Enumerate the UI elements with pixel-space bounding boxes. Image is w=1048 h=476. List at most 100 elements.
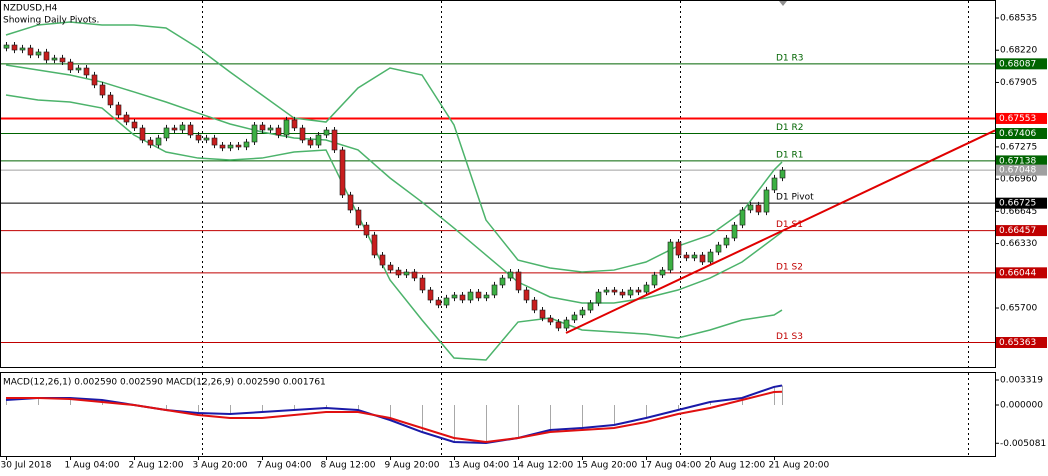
price-label-box (996, 58, 1047, 70)
candle-body (347, 194, 354, 211)
candle-body (187, 124, 194, 136)
candle-body (75, 67, 82, 71)
candle-body (371, 234, 378, 256)
candle-body (211, 137, 218, 146)
candle-body (91, 74, 98, 86)
candle-body (739, 209, 746, 226)
candle-body (531, 299, 538, 311)
candle-body (515, 271, 522, 291)
y-tick-label: 0.66645 (1000, 207, 1037, 217)
price-label: 0.67048 (999, 166, 1036, 176)
bollinger-lower (5, 94, 783, 361)
candle-body (539, 309, 546, 319)
candle-body (27, 47, 34, 56)
candle-body (43, 51, 50, 61)
candle-body (595, 291, 602, 304)
y-tick-label: -0.005081 (1000, 439, 1046, 449)
plot-layer: 0.68535 0.68220 0.67905 0.67275 0.66960 0.666… (1, 14, 1047, 471)
price-label-box (996, 112, 1047, 124)
y-tick-label: 0.65700 (1000, 304, 1037, 314)
chart-title: NZDUSD,H4 (3, 4, 58, 14)
candle-body (779, 169, 786, 179)
y-tick-label: 0.66960 (1000, 175, 1037, 185)
candle-body (323, 129, 330, 136)
price-label-box (996, 267, 1047, 279)
candle-body (387, 264, 394, 271)
candle-body (427, 289, 434, 301)
y-tick-label: 0.68220 (1000, 46, 1037, 56)
y-tick-label: 0.000000 (1000, 401, 1043, 411)
candle-body (83, 67, 90, 76)
main-panel (0, 0, 996, 368)
candle-body (619, 291, 626, 296)
candle-body (675, 241, 682, 256)
candle-body (315, 134, 322, 146)
bollinger-middle (5, 64, 783, 304)
x-tick-label: 1 Aug 04:00 (65, 461, 120, 471)
x-tick-label: 14 Aug 12:00 (513, 461, 574, 471)
candle-body (59, 57, 66, 63)
candle-body (179, 124, 186, 131)
candle-body (355, 209, 362, 226)
candle-body (435, 299, 442, 306)
candle-body (715, 244, 722, 253)
candle-body (443, 297, 450, 306)
x-tick-label: 3 Aug 20:00 (193, 461, 248, 471)
candle-body (307, 139, 314, 146)
candle-body (331, 129, 338, 151)
x-tick-label: 20 Aug 12:00 (705, 461, 766, 471)
candle-body (555, 321, 562, 329)
candle-body (499, 277, 506, 286)
candle-body (227, 144, 234, 149)
candle-body (275, 127, 282, 136)
price-label: 0.67553 (999, 114, 1036, 124)
candle-body (523, 289, 530, 301)
pivot-label: D1 R1 (776, 150, 804, 160)
pivot-label: D1 S3 (776, 332, 803, 342)
macd-panel (0, 372, 996, 457)
price-label-box (996, 225, 1047, 237)
candle-body (507, 271, 514, 279)
candle-body (547, 317, 554, 323)
candle-body (363, 224, 370, 236)
y-tick-label: 0.68535 (1000, 14, 1037, 24)
price-label-box (996, 127, 1047, 139)
candle-body (67, 61, 74, 71)
candle-body (147, 139, 154, 146)
candle-body (155, 137, 162, 146)
candle-body (283, 119, 290, 136)
candle-body (763, 189, 770, 213)
candle-body (659, 269, 666, 276)
candle-body (235, 144, 242, 148)
x-tick-label: 2 Aug 12:00 (129, 461, 184, 471)
x-tick-label: 13 Aug 04:00 (449, 461, 510, 471)
candle-body (563, 319, 570, 329)
candle-body (627, 289, 634, 296)
candle-body (419, 277, 426, 291)
candle-body (3, 44, 10, 49)
pivot-label: D1 R2 (776, 123, 804, 133)
candle-body (451, 294, 458, 299)
price-label-box (996, 164, 1047, 176)
candle-body (635, 289, 642, 293)
price-label: 0.66725 (999, 199, 1036, 209)
candle-body (723, 237, 730, 246)
candle-body (403, 271, 410, 276)
candle-body (699, 254, 706, 263)
candle-body (163, 127, 170, 139)
candle-body (491, 284, 498, 296)
pivot-label: D1 S1 (776, 220, 803, 230)
candle-body (139, 127, 146, 141)
candle-body (691, 254, 698, 259)
candle-body (475, 291, 482, 299)
candle-body (259, 124, 266, 131)
candle-body (571, 314, 578, 321)
candle-body (379, 254, 386, 266)
x-tick-label: 17 Aug 04:00 (641, 461, 702, 471)
candle-body (611, 289, 618, 293)
candle-body (203, 137, 210, 141)
macd-title: MACD(12,26,1) 0.002590 0.002590 MACD(12,… (3, 378, 326, 388)
